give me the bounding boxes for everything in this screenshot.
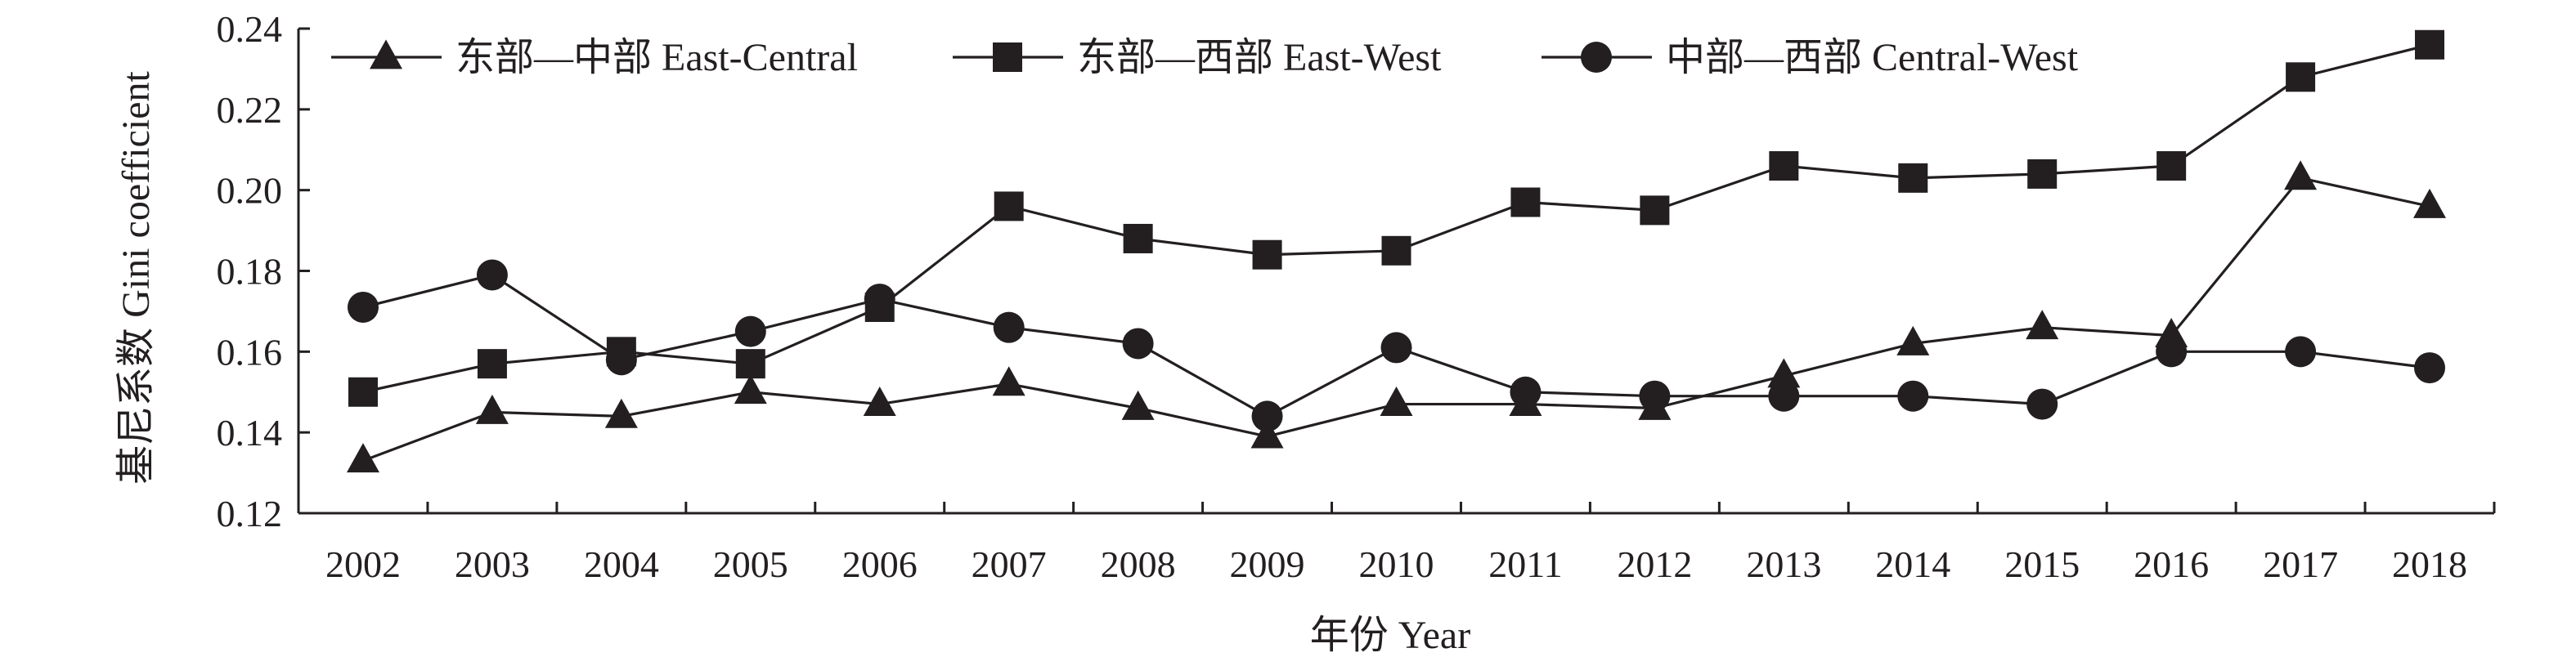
data-point-circle [1897,380,1929,412]
series-triangle [346,160,2447,473]
data-point-triangle [734,374,767,405]
legend-square-icon [993,42,1022,72]
data-point-triangle [1896,325,1930,355]
x-tick-label: 2007 [972,543,1047,585]
x-tick-label: 2006 [842,543,918,585]
legend-label: 中部—西部 Central-West [1666,36,2079,79]
data-point-circle [347,291,379,323]
data-point-triangle [1250,418,1284,449]
data-point-triangle [475,394,509,424]
x-tick-label: 2011 [1488,543,1562,585]
data-point-circle [993,311,1025,343]
data-point-square [348,377,378,407]
legend-triangle-icon [370,39,402,69]
y-tick-label: 0.12 [217,493,283,534]
data-point-circle [1768,380,1800,412]
data-point-circle [1122,328,1154,360]
data-point-circle [605,344,637,376]
data-point-square [1510,187,1541,217]
x-tick-label: 2005 [713,543,788,585]
data-point-triangle [1380,386,1413,416]
series-layer [346,29,2447,473]
legend-entry-square: 东部—西部 East-West [953,36,1442,79]
data-point-circle [476,259,508,291]
data-point-square [994,191,1024,221]
data-point-circle [2285,336,2317,368]
data-point-circle [2156,336,2188,368]
y-tick-label: 0.22 [217,89,283,131]
data-point-triangle [992,366,1025,396]
x-tick-label: 2002 [325,543,401,585]
data-point-triangle [1121,390,1155,420]
legend-label: 东部—西部 East-West [1077,36,1442,79]
data-point-square [2415,29,2445,60]
x-tick-label: 2014 [1875,543,1950,585]
data-point-triangle [1767,358,1801,388]
y-tick-label: 0.18 [217,251,283,293]
y-tick-label: 0.14 [217,412,283,454]
data-point-triangle [2413,188,2447,218]
series-line-triangle [362,177,2430,463]
data-point-square [1769,151,1799,181]
x-tick-label: 2017 [2263,543,2338,585]
x-tick-label: 2016 [2134,543,2209,585]
series-circle [347,259,2446,432]
data-point-square [735,349,765,379]
data-point-square [2027,159,2058,189]
data-point-square [1381,235,1411,266]
y-tick-label: 0.24 [217,8,283,50]
x-tick-label: 2009 [1230,543,1305,585]
axes: 0.12 0.14 0.16 0.18 0.20 0.22 0.24 2002 2003 2004… [217,8,2496,585]
data-point-circle [2414,352,2446,384]
x-axis-title: 年份 Year [1310,614,1470,657]
data-point-triangle [2284,160,2318,190]
y-axis-title: 基尼系数 Gini coefficient [114,71,158,485]
x-tick-label: 2015 [2004,543,2080,585]
data-point-square [1898,163,1928,193]
data-point-circle [864,284,895,315]
data-point-circle [1380,332,1412,364]
x-tick-label: 2013 [1746,543,1821,585]
legend-circle-icon [1581,42,1612,73]
x-tick-label: 2012 [1617,543,1692,585]
y-tick-label: 0.20 [217,170,283,212]
data-point-triangle [346,443,379,473]
data-point-square [2286,62,2316,92]
data-point-circle [1510,376,1542,408]
x-tick-label: 2008 [1101,543,1176,585]
x-tick-label: 2004 [584,543,659,585]
data-point-square [477,349,507,379]
data-point-square [1640,195,1670,226]
legend-label: 东部—中部 East-Central [456,36,858,79]
legend-entry-circle: 中部—西部 Central-West [1542,36,2079,79]
data-point-triangle [863,386,896,416]
x-tick-label: 2010 [1359,543,1434,585]
legend-entry-triangle: 东部—中部 East-Central [331,36,858,79]
x-tick-label: 2003 [455,543,530,585]
y-tick-label: 0.16 [217,331,283,373]
data-point-triangle [2026,310,2059,340]
data-point-square [2156,151,2187,181]
legend: 东部—中部 East-Central 东部—西部 East-West 中部—西部 C… [331,36,2079,79]
data-point-square [1123,223,1153,253]
data-point-circle [734,315,766,347]
data-point-circle [1639,380,1671,412]
x-tick-label: 2018 [2392,543,2467,585]
data-point-square [1252,239,1282,270]
data-point-circle [2026,388,2058,420]
data-point-circle [1251,400,1283,432]
data-point-triangle [604,398,638,428]
